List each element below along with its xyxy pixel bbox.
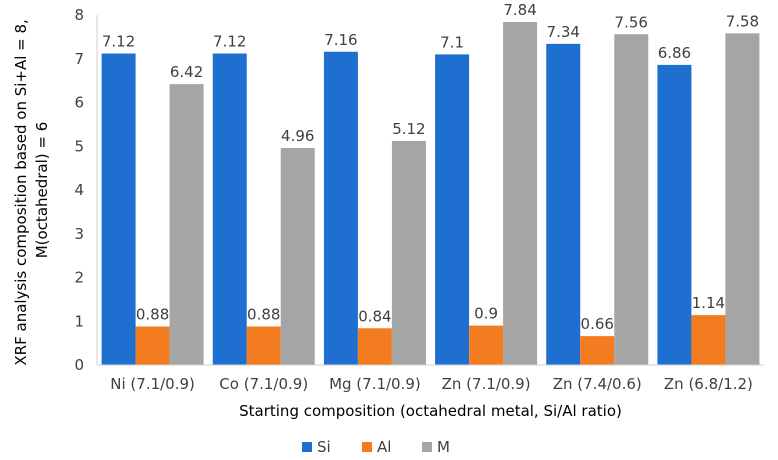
legend-swatch-al	[362, 442, 372, 452]
x-tick-label: Ni (7.1/0.9)	[110, 375, 195, 393]
data-label-si: 7.34	[547, 23, 580, 41]
data-label-al: 1.14	[692, 294, 725, 312]
x-tick-label: Zn (7.1/0.9)	[442, 375, 531, 393]
legend-swatch-si	[302, 442, 312, 452]
bar-si	[435, 54, 470, 365]
y-tick-label: 3	[74, 225, 84, 243]
bar-m	[725, 33, 760, 365]
x-tick-label: Co (7.1/0.9)	[219, 375, 308, 393]
data-labels: 7.12 0.88 6.42 7.12 0.88 4.96 7.16 0.84 5.12 7.1 0…	[102, 1, 759, 333]
y-tick-label: 2	[74, 269, 84, 287]
data-label-al: 0.66	[581, 315, 614, 333]
bars	[101, 22, 760, 365]
legend-label-si: Si	[317, 438, 331, 456]
bar-si	[212, 53, 247, 365]
x-tick-label: Zn (7.4/0.6)	[553, 375, 642, 393]
data-label-si: 7.12	[102, 33, 135, 51]
legend-label-m: M	[437, 438, 450, 456]
x-tick-label: Mg (7.1/0.9)	[329, 375, 421, 393]
data-label-si: 7.12	[213, 33, 246, 51]
y-axis-title-line-1: XRF analysis composition based on Si+Al …	[12, 19, 30, 365]
bar-m	[503, 22, 538, 365]
data-label-m: 5.12	[392, 120, 425, 138]
data-label-si: 6.86	[658, 44, 691, 62]
y-axis-ticks: 0 1 2 3 4 5 6 7 8	[74, 6, 84, 374]
y-tick-label: 5	[74, 137, 84, 155]
bar-m	[280, 148, 315, 365]
y-tick-label: 8	[74, 6, 84, 24]
bar-si	[657, 64, 692, 365]
data-label-m: 7.58	[726, 12, 759, 30]
data-label-si: 7.16	[324, 31, 357, 49]
legend-label-al: Al	[377, 438, 391, 456]
y-tick-label: 1	[74, 312, 84, 330]
y-tick-label: 0	[74, 356, 84, 374]
bar-al	[580, 336, 615, 365]
data-label-m: 7.84	[503, 1, 536, 19]
data-label-m: 7.56	[615, 13, 648, 31]
bar-m	[614, 34, 649, 365]
y-axis-title: XRF analysis composition based on Si+Al …	[12, 14, 51, 365]
bar-al	[469, 325, 504, 365]
bar-si	[546, 43, 581, 365]
data-label-m: 6.42	[170, 63, 203, 81]
data-label-si: 7.1	[440, 33, 464, 51]
data-label-al: 0.88	[247, 306, 280, 324]
bar-al	[691, 315, 726, 365]
bar-al	[357, 328, 392, 365]
x-tick-label: Zn (6.8/1.2)	[664, 375, 753, 393]
bar-si	[323, 51, 358, 365]
bar-al	[246, 326, 281, 365]
legend: Si Al M	[302, 438, 450, 456]
bar-m	[169, 84, 204, 365]
x-axis-title: Starting composition (octahedral metal, …	[239, 402, 622, 420]
data-label-m: 4.96	[281, 127, 314, 145]
x-axis-ticks: Ni (7.1/0.9) Co (7.1/0.9) Mg (7.1/0.9) Zn (…	[110, 375, 753, 393]
legend-swatch-m	[422, 442, 432, 452]
data-label-al: 0.9	[474, 305, 498, 323]
y-tick-label: 6	[74, 94, 84, 112]
bar-si	[101, 53, 136, 365]
y-tick-label: 7	[74, 50, 84, 68]
y-axis-title-line-2: M(octahedral) = 6	[33, 122, 51, 259]
bar-m	[391, 141, 426, 365]
data-label-al: 0.88	[136, 306, 169, 324]
bar-al	[135, 326, 170, 365]
y-tick-label: 4	[74, 181, 84, 199]
data-label-al: 0.84	[358, 307, 391, 325]
